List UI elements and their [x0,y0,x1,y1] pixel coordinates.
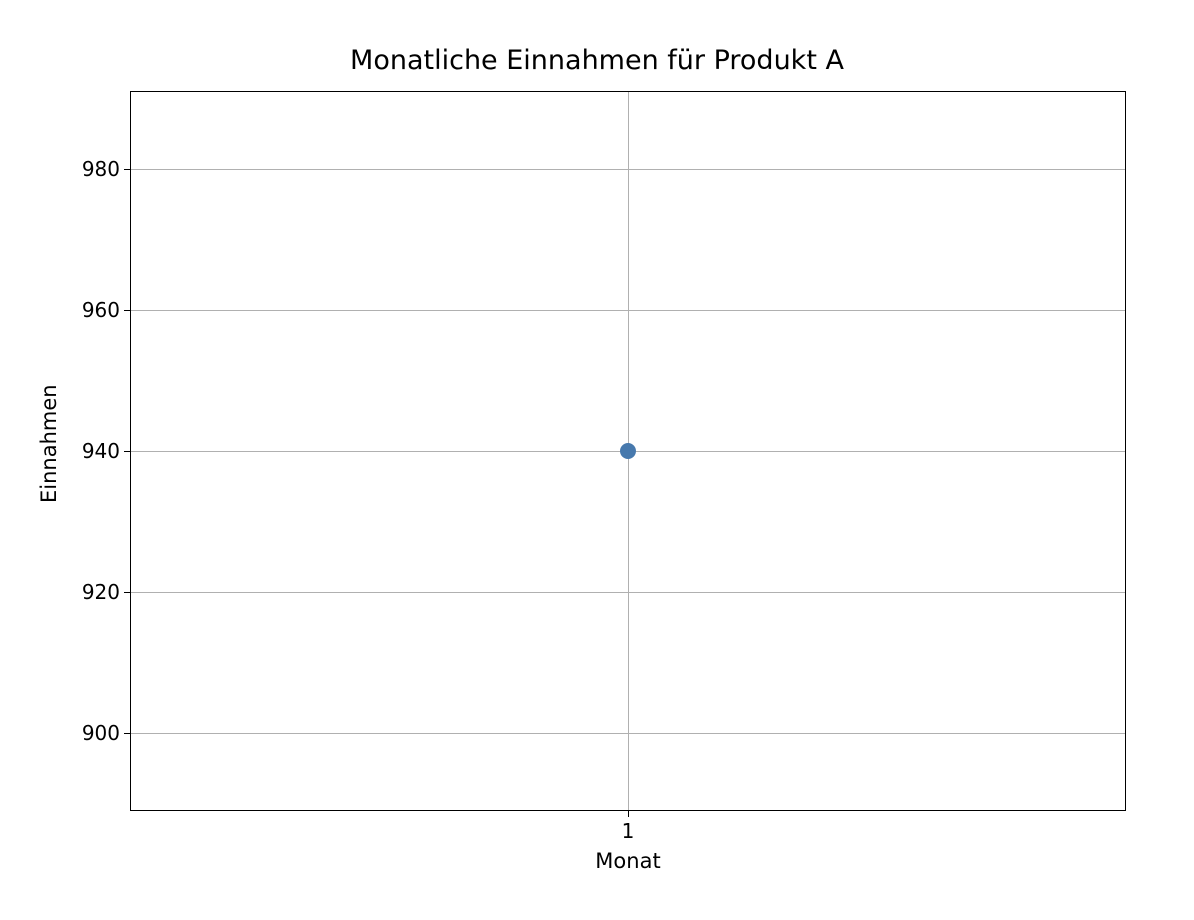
x-axis-label: Monat [130,849,1126,873]
y-tick-mark [124,169,130,170]
y-tick-label: 900 [82,721,120,745]
y-tick-mark [124,451,130,452]
y-tick-label: 940 [82,439,120,463]
chart-container: Monatliche Einnahmen für Produkt A 900 92… [0,0,1194,920]
y-tick-mark [124,310,130,311]
x-tick-label: 1 [578,819,678,843]
chart-title: Monatliche Einnahmen für Produkt A [0,45,1194,76]
y-tick-mark [124,733,130,734]
y-tick-label: 960 [82,298,120,322]
y-tick-mark [124,592,130,593]
y-tick-label: 980 [82,157,120,181]
y-tick-label: 920 [82,580,120,604]
data-point [620,443,636,459]
x-tick-mark [628,811,629,817]
y-axis-label: Einnahmen [37,384,61,503]
